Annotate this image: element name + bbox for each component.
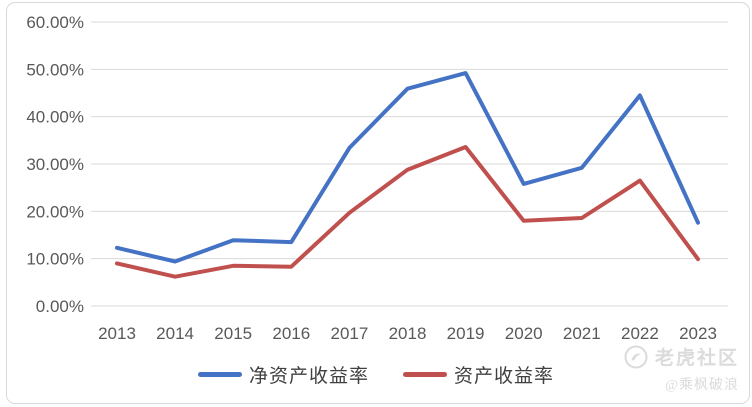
x-tick-label: 2022 [621,324,659,343]
watermark-brand-row: 老虎社区 [624,343,739,370]
line-chart: 0.00% 10.00% 20.00% 30.00% 40.00% 50.00% 60.00… [26,13,728,343]
y-tick-label: 20.00% [26,202,84,221]
tiger-logo-icon [624,345,648,368]
x-tick-label: 2014 [156,324,194,343]
legend-line-swatch-blue [197,372,242,377]
series-line-0 [115,71,700,264]
legend-label-net-asset-return: 净资产收益率 [248,366,369,387]
y-tick-label: 60.00% [26,13,84,32]
x-tick-label: 2020 [505,324,543,343]
x-tick-label: 2019 [447,324,485,343]
x-tick-label: 2018 [389,324,427,343]
y-tick-label: 40.00% [26,108,84,127]
watermark-handle-text: @乘枫破浪 [665,378,739,393]
watermark: 老虎社区 @乘枫破浪 [624,343,739,394]
watermark-brand-text: 老虎社区 [654,348,739,369]
x-tick-label: 2016 [272,324,310,343]
legend-item-net-asset-return: 净资产收益率 [197,361,369,388]
x-tick-label: 2015 [214,324,252,343]
legend-line-swatch-red [403,372,447,377]
y-tick-label: 0.00% [36,297,84,316]
y-tick-label: 50.00% [26,60,84,79]
legend-label-asset-return: 资产收益率 [454,366,555,387]
legend-item-asset-return: 资产收益率 [403,361,554,388]
x-tick-label: 2021 [563,324,601,343]
x-tick-label: 2017 [330,324,368,343]
chart-legend: 净资产收益率 资产收益率 [0,361,752,388]
y-tick-label: 30.00% [26,155,84,174]
series-line-1 [115,145,700,279]
x-tick-label: 2023 [679,324,717,343]
y-tick-label: 10.00% [26,250,84,269]
x-tick-label: 2013 [98,324,136,343]
